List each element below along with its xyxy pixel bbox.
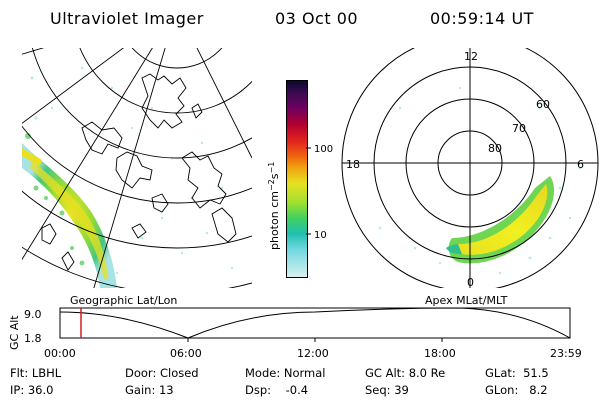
polar-lat-80: 80 [488,142,502,155]
colorbar-tick-10: 10 [314,230,327,241]
timeline-ytick-1-8: 1.8 [24,332,42,345]
polar-plot: 12 18 6 0 60 70 80 [341,48,599,288]
timeline-xtick-2: 12:00 [297,347,329,360]
info-gain: Gain: 13 [125,383,174,397]
info-dsp: Dsp: -0.4 [245,383,309,397]
polar-label-12: 12 [464,50,478,63]
info-ip: IP: 36.0 [10,383,54,397]
info-glat: GLat: 51.5 [485,366,549,380]
date-label: 03 Oct 00 [275,9,359,28]
info-seq: Seq: 39 [365,383,409,397]
polar-label-18: 18 [346,158,360,171]
polar-label-0: 0 [467,276,474,288]
info-glon: GLon: 8.2 [485,383,548,397]
instrument-title: Ultraviolet Imager [50,9,204,28]
geographic-map [22,48,252,288]
timeline-altitude-curve [59,307,571,339]
time-label: 00:59:14 UT [430,9,534,28]
timeline-xtick-4: 23:59 [550,347,582,360]
colorbar-tick-100: 100 [314,144,333,155]
altitude-timeline: GC Alt 9.0 1.8 00:00 06:00 12:00 18:00 2… [8,307,582,360]
colorbar-unit-label: photon cm−2s−1 [267,162,281,250]
geographic-label: Geographic Lat/Lon [70,294,178,307]
polar-lat-60: 60 [536,98,550,111]
polar-lat-70: 70 [512,122,526,135]
color-scale-ticks: 100 10 [306,144,333,241]
timeline-ylabel: GC Alt [8,315,21,350]
polar-label-6: 6 [577,158,584,171]
info-gc-alt: GC Alt: 8.0 Re [365,366,446,380]
timeline-ytick-9: 9.0 [24,308,42,321]
info-mode: Mode: Normal [245,366,326,380]
timeline-xtick-1: 06:00 [170,347,202,360]
color-scale-bar [286,80,308,278]
apex-label: Apex MLat/MLT [425,294,508,307]
svg-text:photon cm−2s−1: photon cm−2s−1 [267,162,281,250]
info-door: Door: Closed [125,366,199,380]
timeline-xtick-0: 00:00 [44,347,76,360]
timeline-xtick-3: 18:00 [424,347,456,360]
info-flt: Flt: LBHL [10,366,62,380]
